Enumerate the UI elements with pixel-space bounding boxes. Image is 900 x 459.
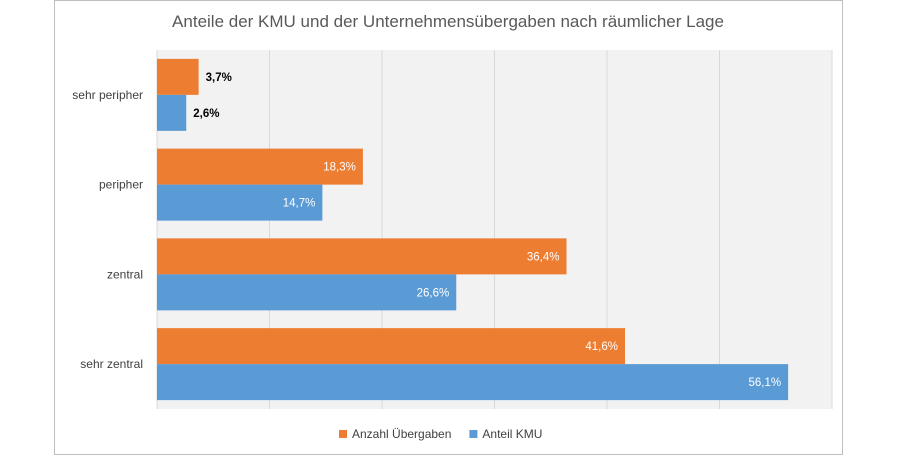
data-label-1-0: 2,6% [193, 108, 219, 120]
legend-label-1: Anteil KMU [482, 427, 542, 441]
bar-0-0 [157, 58, 199, 95]
category-label-0: sehr peripher [72, 88, 143, 102]
data-label-1-2: 26,6% [417, 287, 450, 299]
data-label-1-3: 56,1% [749, 377, 782, 389]
data-label-0-1: 18,3% [323, 162, 356, 174]
bars: 3,7% 2,6% 18,3% 14,7% 36,4% 26,6% 41,6% 56,1% [157, 58, 789, 401]
bar-1-2 [157, 274, 457, 311]
category-label-3: sehr zentral [80, 357, 143, 371]
category-labels: sehr peripher peripher zentral sehr zentral [72, 88, 143, 371]
legend-swatch-1 [469, 430, 478, 438]
bar-0-1 [157, 148, 363, 185]
data-label-1-1: 14,7% [283, 198, 316, 210]
legend-label-0: Anzahl Übergaben [352, 427, 451, 441]
category-label-1: peripher [99, 178, 143, 192]
bar-1-3 [157, 364, 789, 401]
category-label-2: zentral [107, 267, 143, 281]
data-label-0-2: 36,4% [527, 251, 560, 263]
bar-0-2 [157, 238, 567, 275]
bar-0-3 [157, 328, 625, 365]
bar-1-0 [157, 94, 187, 131]
chart-title: Anteile der KMU und der Unternehmensüber… [172, 12, 724, 31]
legend-swatch-0 [339, 430, 347, 438]
legend: Anzahl Übergaben Anteil KMU [339, 427, 542, 441]
data-label-0-0: 3,7% [206, 72, 232, 84]
bar-1-1 [157, 184, 323, 221]
data-label-0-3: 41,6% [585, 341, 618, 353]
